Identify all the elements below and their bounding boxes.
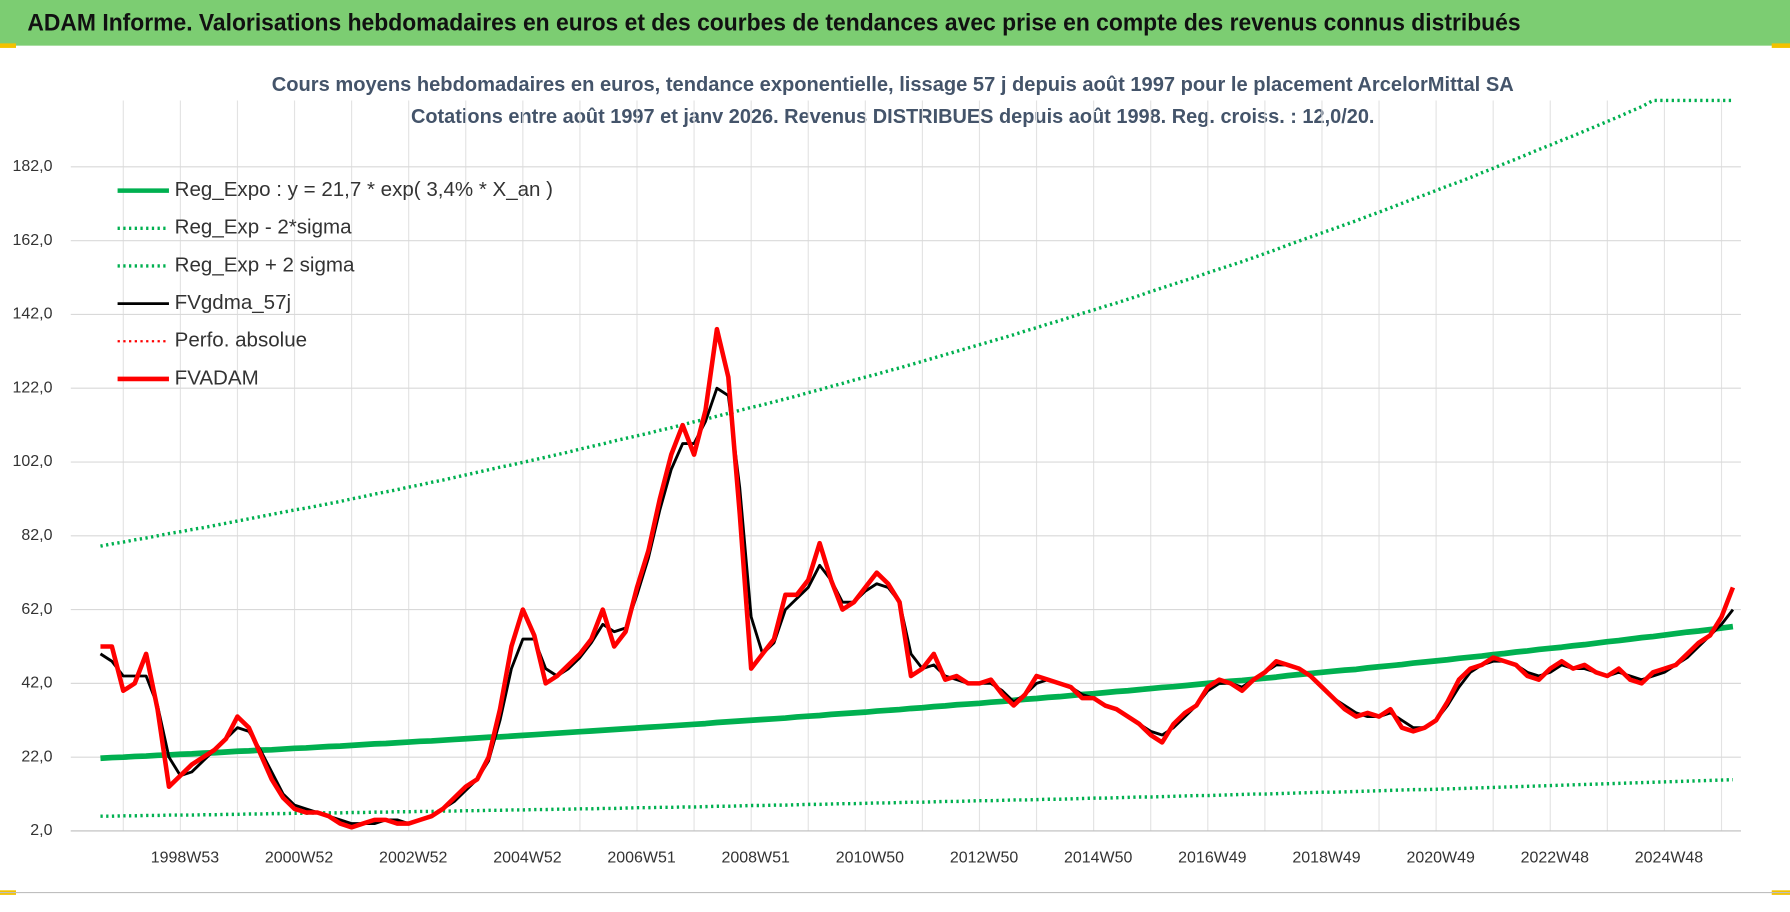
series-line xyxy=(100,98,1733,548)
x-tick-label: 2006W51 xyxy=(607,850,675,867)
x-tick-label: 2016W49 xyxy=(1178,850,1246,867)
y-tick-label: 2,0 xyxy=(30,822,52,839)
x-tick-label: 1998W53 xyxy=(151,850,219,867)
x-tick-label: 2002W52 xyxy=(379,850,447,867)
y-tick-label: 42,0 xyxy=(21,675,52,692)
chart-title: Cours moyens hebdomadaires en euros, ten… xyxy=(272,73,1514,96)
y-tick-label: 122,0 xyxy=(13,379,53,396)
y-tick-label: 82,0 xyxy=(21,527,52,544)
series-line xyxy=(100,326,1736,830)
x-tick-label: 2010W50 xyxy=(836,850,904,867)
x-tick-label: 2020W49 xyxy=(1406,850,1474,867)
y-tick-label: 182,0 xyxy=(13,158,53,175)
x-tick-label: 2000W52 xyxy=(265,850,333,867)
y-tick-label: 142,0 xyxy=(13,306,53,323)
x-tick-label: 2018W49 xyxy=(1292,850,1360,867)
x-tick-label: 2024W48 xyxy=(1635,850,1703,867)
legend-label: Reg_Exp + 2 sigma xyxy=(175,253,355,276)
legend-label: Reg_Expo : y = 21,7 * exp( 3,4% * X_an ) xyxy=(175,178,553,201)
legend-label: FVADAM xyxy=(175,366,259,389)
x-tick-label: 2022W48 xyxy=(1521,850,1589,867)
y-tick-label: 162,0 xyxy=(13,232,53,249)
y-tick-label: 22,0 xyxy=(21,748,52,765)
legend: Reg_Expo : y = 21,7 * exp( 3,4% * X_an )… xyxy=(117,178,553,389)
x-tick-label: 2008W51 xyxy=(722,850,790,867)
series-line xyxy=(100,623,1734,762)
legend-label: Reg_Exp - 2*sigma xyxy=(175,216,352,239)
grid: 2,0 22,0 42,0 62,0 82,0 102,0 122,0 142,0 162,0 1… xyxy=(13,100,1741,867)
y-tick-label: 62,0 xyxy=(21,601,52,618)
x-tick-label: 2004W52 xyxy=(493,850,561,867)
x-tick-label: 2012W50 xyxy=(950,850,1018,867)
corner-mark xyxy=(0,43,16,48)
header-bar xyxy=(0,0,1790,46)
x-tick-label: 2014W50 xyxy=(1064,850,1132,867)
series-line xyxy=(100,777,1733,818)
series-line xyxy=(99,386,1735,826)
header-title: ADAM Informe. Valorisations hebdomadaire… xyxy=(27,9,1520,36)
legend-label: Perfo. absolue xyxy=(175,329,307,352)
y-tick-label: 102,0 xyxy=(13,453,53,470)
plot xyxy=(99,98,1736,830)
corner-mark xyxy=(1771,43,1790,48)
chart-subtitle: Cotations entre août 1997 et janv 2026. … xyxy=(411,105,1374,128)
legend-label: FVgdma_57j xyxy=(175,291,291,314)
